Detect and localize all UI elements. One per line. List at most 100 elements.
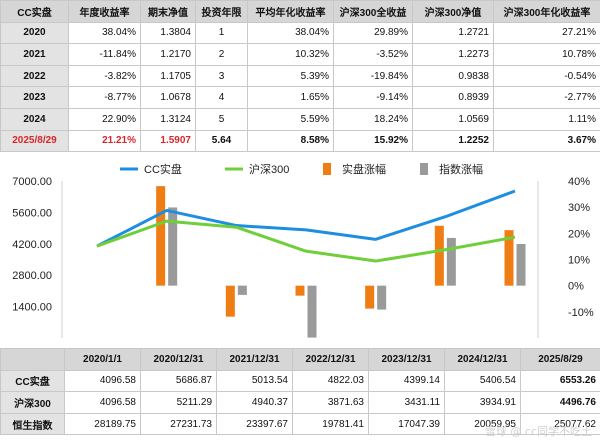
performance-chart: CC实盘 沪深300 实盘涨幅 指数涨幅 7000.00 5600.00 4200.00 2…	[0, 163, 600, 348]
y-left-tick-label: 2800.00	[12, 270, 52, 282]
summary-cell: -11.84%	[68, 43, 141, 66]
summary-header-cell: 期末净值	[140, 0, 196, 23]
summary-header-cell: 沪深300全收益	[333, 0, 413, 23]
y-right-tick-label: 40%	[568, 176, 590, 188]
summary-cell: -3.52%	[333, 43, 413, 66]
bar-index-change	[168, 207, 178, 286]
index-cell: 17047.39	[368, 412, 445, 436]
index-row: 恒生指数 28189.75 27231.73 23397.67 19781.41 1704…	[0, 412, 600, 436]
summary-row: 2023 -8.77% 1.0678 4 1.65% -9.14% 0.8939 -2.77%	[0, 86, 600, 109]
summary-cell: 38.04%	[247, 21, 334, 45]
summary-header-cell: 平均年化收益率	[247, 0, 334, 23]
summary-cell: 1.5907	[140, 129, 196, 153]
summary-cell: 0.8939	[412, 86, 494, 109]
summary-cell: 1.0569	[412, 107, 494, 131]
index-cell: 4096.58	[64, 391, 141, 414]
summary-cell: 2020	[0, 21, 69, 45]
summary-cell: 1.2273	[412, 43, 494, 66]
summary-cell: 1.0678	[140, 86, 196, 109]
bar-portfolio-change	[434, 225, 444, 286]
summary-cell: 1.3804	[140, 21, 196, 45]
bar-index-change	[307, 285, 317, 338]
summary-row: 2025/8/29 21.21% 1.5907 5.64 8.58% 15.92% 1.22…	[0, 129, 600, 153]
index-header-cell: 2025/8/29	[520, 348, 600, 371]
y-left-tick-label: 5600.00	[12, 207, 52, 219]
y-left-tick-label: 4200.00	[12, 239, 52, 251]
summary-cell: 2023	[0, 86, 69, 109]
summary-row: 2024 22.90% 1.3124 5 5.59% 18.24% 1.0569 1.11%	[0, 107, 600, 131]
summary-header-row: CC实盘 年度收益率 期末净值 投资年限 平均年化收益率 沪深300全收益 沪深300净值沪…	[0, 0, 600, 23]
y-right-tick-label: 30%	[568, 202, 590, 214]
summary-cell: 1	[195, 21, 248, 45]
summary-cell: -8.77%	[68, 86, 141, 109]
summary-cell: 1.65%	[247, 86, 334, 109]
summary-header-cell: CC实盘	[0, 0, 69, 23]
summary-cell: 1.1705	[140, 64, 196, 88]
y-left-tick-labels: 7000.00 5600.00 4200.00 2800.00 1400.00	[12, 176, 52, 314]
index-cell: 4822.03	[292, 369, 369, 393]
index-cell: 5013.54	[216, 369, 293, 393]
summary-cell: -9.14%	[333, 86, 413, 109]
chart-lines	[96, 189, 516, 263]
y-right-tick-labels: 40% 30% 20% 10% 0% -10%	[568, 176, 594, 319]
index-header-cell: 2022/12/31	[292, 348, 369, 371]
summary-cell: 38.04%	[68, 21, 141, 45]
index-header-cell: 2020/1/1	[64, 348, 141, 371]
bar-index-change	[446, 237, 456, 286]
summary-table: CC实盘 年度收益率 期末净值 投资年限 平均年化收益率 沪深300全收益 沪深300净值沪…	[0, 0, 600, 153]
index-cell: 23397.67	[216, 412, 293, 436]
legend-bar-swatch	[420, 163, 428, 175]
index-table: 2020/1/1 2020/12/31 2021/12/31 2022/12/31 20…	[0, 348, 600, 436]
index-cell: 恒生指数	[0, 412, 65, 436]
index-cell: 沪深300	[0, 391, 65, 414]
summary-cell: 1.3124	[140, 107, 196, 131]
summary-cell: -2.77%	[493, 86, 600, 109]
summary-cell: 4	[195, 86, 248, 109]
summary-cell: 29.89%	[333, 21, 413, 45]
summary-cell: 2024	[0, 107, 69, 131]
index-row: 沪深300 4096.58 5211.29 4940.37 3871.63 3431.11…	[0, 391, 600, 414]
index-cell: 4496.76	[520, 391, 600, 414]
bar-portfolio-change	[225, 285, 235, 317]
summary-cell: 5.39%	[247, 64, 334, 88]
index-cell: 27231.73	[140, 412, 217, 436]
summary-row: 2020 38.04% 1.3804 1 38.04% 29.89% 1.2721 27.21…	[0, 21, 600, 45]
index-cell: 3871.63	[292, 391, 369, 414]
summary-cell: 27.21%	[493, 21, 600, 45]
y-right-tick-label: 10%	[568, 255, 590, 267]
chart-bars	[156, 186, 526, 338]
summary-cell: 5.64	[195, 129, 248, 153]
bar-portfolio-change	[295, 285, 305, 296]
index-cell: 4940.37	[216, 391, 293, 414]
summary-cell: 22.90%	[68, 107, 141, 131]
index-cell: 4399.14	[368, 369, 445, 393]
index-header-row: 2020/1/1 2020/12/31 2021/12/31 2022/12/31 20…	[0, 348, 600, 371]
index-cell: 6553.26	[520, 369, 600, 393]
summary-header-cell: 沪深300年化收益率	[493, 0, 600, 23]
line-cc-portfolio	[96, 189, 516, 248]
y-right-tick-label: -10%	[568, 307, 594, 319]
bar-index-change	[237, 285, 247, 295]
summary-cell: 1.2721	[412, 21, 494, 45]
summary-cell: 10.78%	[493, 43, 600, 66]
index-cell: 3934.91	[444, 391, 521, 414]
summary-cell: 21.21%	[68, 129, 141, 153]
y-right-tick-label: 20%	[568, 228, 590, 240]
legend-bar-swatch	[323, 163, 331, 175]
y-left-tick-label: 1400.00	[12, 302, 52, 314]
index-header-cell: 2020/12/31	[140, 348, 217, 371]
index-cell: 20059.95	[444, 412, 521, 436]
summary-cell: 1.2252	[412, 129, 494, 153]
index-header-cell: 2024/12/31	[444, 348, 521, 371]
summary-cell: -0.54%	[493, 64, 600, 88]
index-cell: 4096.58	[64, 369, 141, 393]
summary-row: 2021 -11.84% 1.2170 2 10.32% -3.52% 1.2273 10.7…	[0, 43, 600, 66]
summary-cell: -3.82%	[68, 64, 141, 88]
bar-index-change	[516, 244, 526, 286]
summary-cell: 1.11%	[493, 107, 600, 131]
legend-label: 沪深300	[249, 163, 289, 176]
line-hs300	[96, 219, 516, 263]
index-header-cell	[0, 348, 65, 371]
summary-cell: 2021	[0, 43, 69, 66]
chart-grid	[61, 181, 539, 338]
